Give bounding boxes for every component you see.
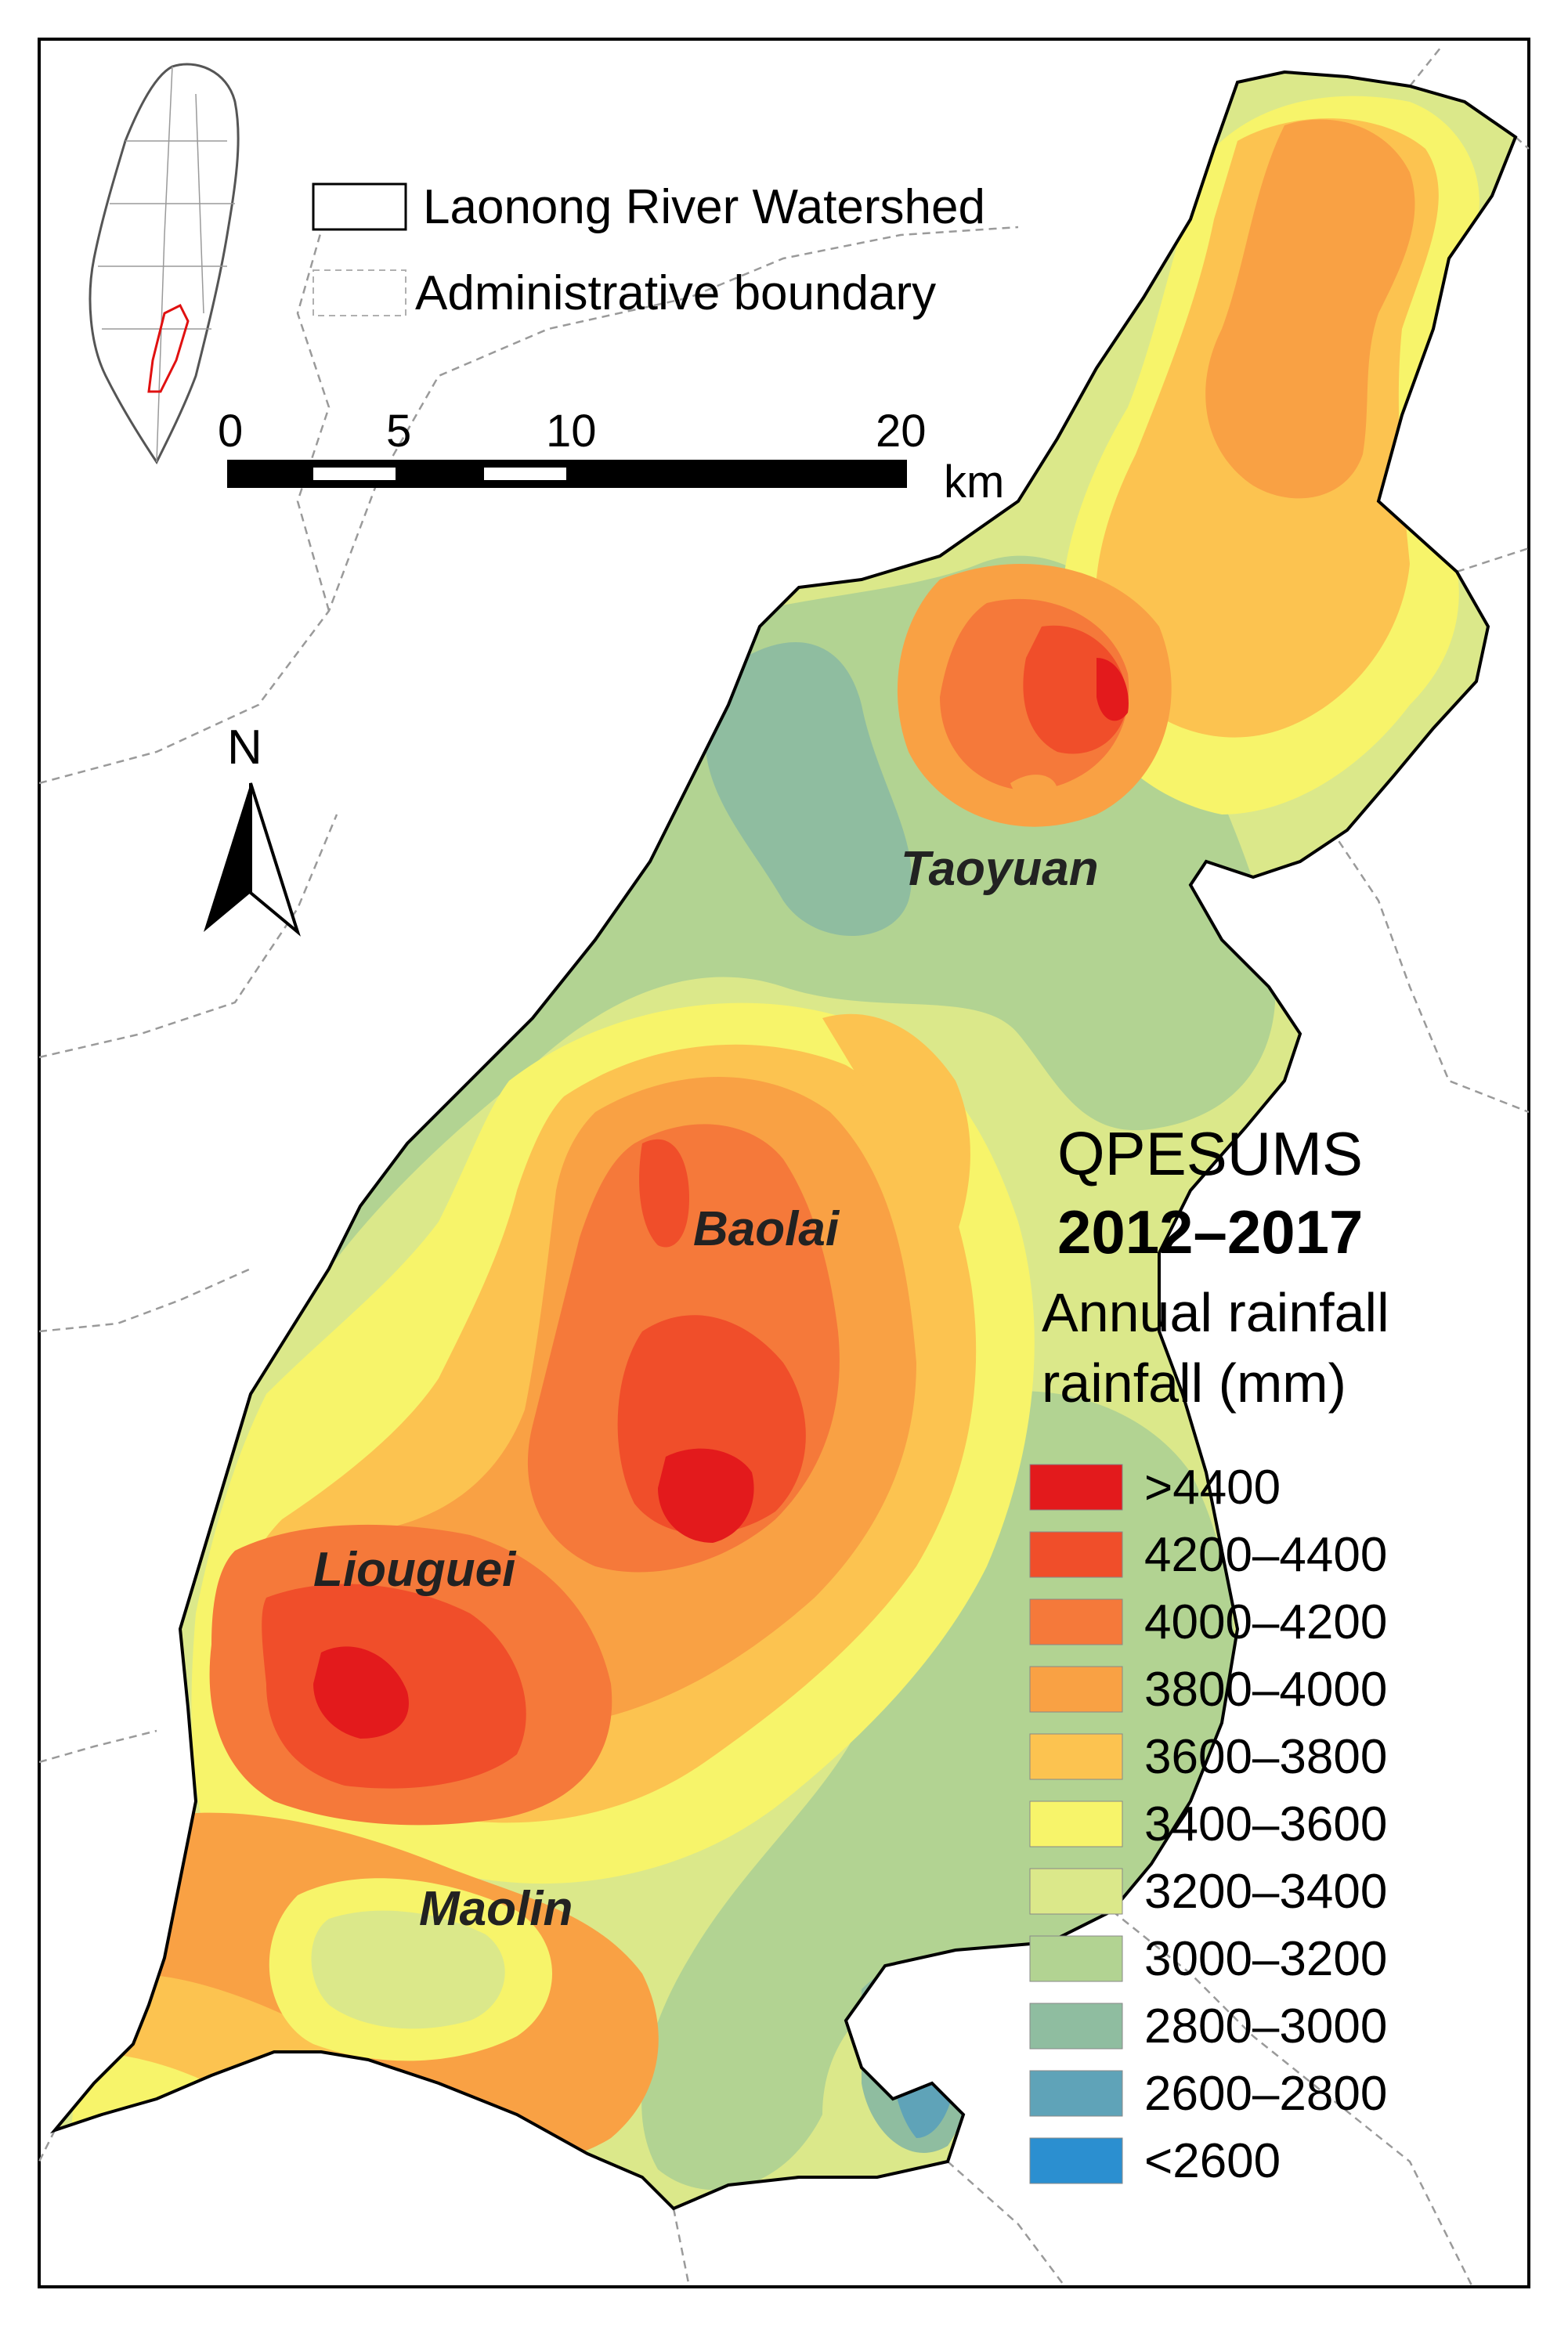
legend-label-1: 4200–4400 [1144,1528,1387,1582]
legend-swatch-0 [1029,1464,1123,1511]
admin-boundaries [38,46,1530,2288]
legend-title-line2: 2012–2017 [1057,1197,1363,1266]
scale-bar: 0 5 10 20 km [218,406,1004,507]
legend-swatch-2 [1029,1598,1123,1645]
scale-label-10: 10 [546,406,597,457]
scale-label-20: 20 [876,406,927,457]
legend-label-0: >4400 [1144,1461,1281,1515]
legend-label-2: 4000–4200 [1144,1595,1387,1649]
legend-swatch-3 [1029,1666,1123,1713]
scale-label-0: 0 [218,406,243,457]
admin-legend-swatch [313,269,406,316]
legend-label-8: 2800–3000 [1144,1999,1387,2053]
watershed-legend-swatch [312,182,407,231]
legend-swatch-1 [1029,1531,1123,1578]
legend-swatch-5 [1029,1800,1123,1847]
legend-subtitle-line1: Annual rainfall [1042,1282,1389,1343]
legend-swatch-10 [1029,2137,1123,2184]
legend-swatch-6 [1029,1868,1123,1915]
admin-legend-label: Administrative boundary [415,266,936,320]
legend-label-3: 3800–4000 [1144,1663,1387,1717]
legend-label-10: <2600 [1144,2134,1281,2188]
legend-label-5: 3400–3600 [1144,1797,1387,1851]
legend-swatch-4 [1029,1733,1123,1780]
legend-label-4: 3600–3800 [1144,1730,1387,1784]
legend-label-6: 3200–3400 [1144,1865,1387,1919]
place-label-liouguei: Liouguei [313,1543,517,1597]
legend-swatch-9 [1029,2070,1123,2117]
legend-swatch-8 [1029,2003,1123,2050]
inset-watershed-highlight [147,303,190,393]
scale-label-5: 5 [386,406,411,457]
north-label: N [227,721,262,775]
scale-unit: km [944,457,1004,507]
place-label-taoyuan: Taoyuan [901,842,1099,896]
legend-label-9: 2600–2800 [1144,2067,1387,2121]
legend-title-line1: QPESUMS [1057,1119,1363,1188]
place-label-baolai: Baolai [693,1202,840,1256]
taiwan-inset-map [89,63,240,464]
rainfall-legend: >4400 4200–4400 4000–4200 3800–4000 3600–380… [1029,1461,1387,2188]
legend-swatch-7 [1029,1935,1123,1982]
legend-label-7: 3000–3200 [1144,1932,1387,1986]
rainfall-legend-title: QPESUMS 2012–2017 Annual rainfall rainfa… [1042,1119,1389,1414]
legend-subtitle-line2: rainfall (mm) [1042,1353,1346,1414]
place-label-maolin: Maolin [419,1882,573,1936]
north-arrow: N [204,721,301,937]
boundary-legend: Laonong River Watershed Administrative b… [312,180,985,320]
watershed-legend-label: Laonong River Watershed [423,180,985,234]
